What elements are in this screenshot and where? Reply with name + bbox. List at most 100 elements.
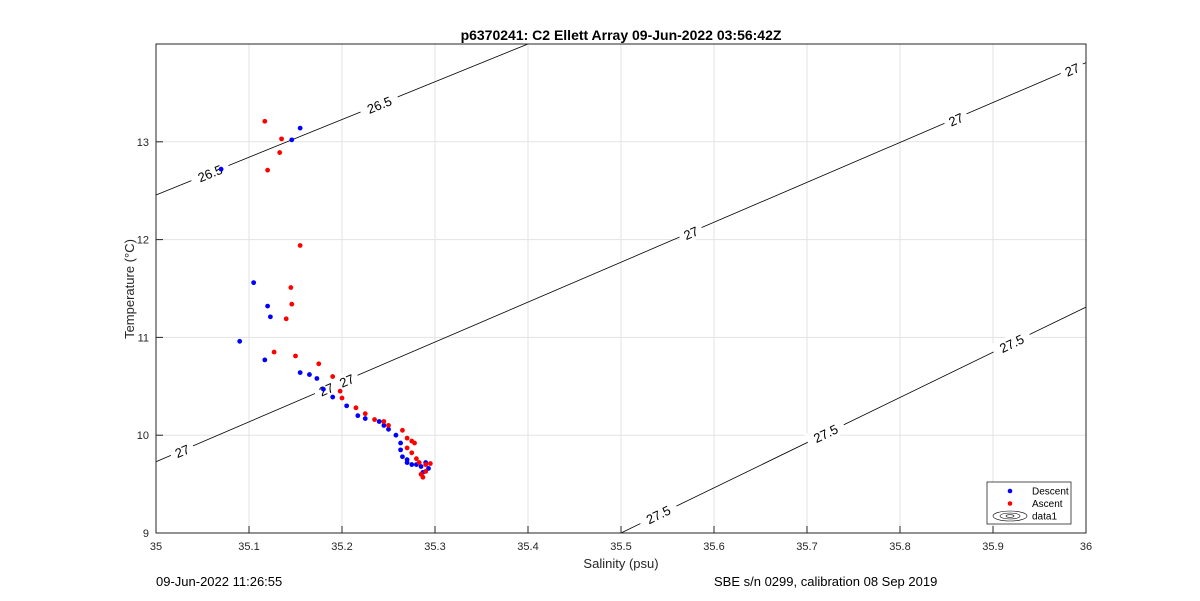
- descent-point: [386, 426, 391, 432]
- descent-point: [267, 314, 273, 320]
- ascent-point: [271, 349, 277, 355]
- descent-point: [297, 370, 303, 376]
- descent-point: [218, 166, 224, 172]
- ascent-point: [412, 440, 417, 446]
- contour-label: 27.5: [990, 327, 1034, 360]
- contour-label-background: [312, 377, 341, 402]
- ascent-point: [265, 167, 270, 173]
- ascent-point: [337, 388, 343, 394]
- descent-point: [398, 447, 403, 453]
- contour-legend-icon: [992, 510, 1028, 522]
- contour-label: 27: [676, 220, 705, 245]
- contour-label: 27: [941, 107, 970, 132]
- descent-point: [321, 386, 326, 392]
- ascent-point: [404, 435, 410, 441]
- descent-point: [404, 460, 410, 465]
- ascent-point: [293, 353, 298, 359]
- x-tick-label: 35.3: [424, 541, 445, 553]
- contour-label-background: [990, 327, 1034, 360]
- y-tick-label: 13: [137, 137, 149, 149]
- contour-label: 27.5: [636, 498, 680, 531]
- chart-title: p6370241: C2 Ellett Array 09-Jun-2022 03…: [461, 27, 782, 43]
- x-tick-label: 35: [150, 541, 162, 553]
- ascent-point: [283, 316, 289, 322]
- contour-label-background: [1057, 57, 1087, 82]
- contour-label-text: 27: [946, 110, 965, 129]
- contour-label-text: 27: [337, 371, 356, 390]
- x-tick-label: 35.9: [982, 541, 1003, 553]
- descent-point: [362, 416, 368, 421]
- y-tick-label: 9: [143, 528, 149, 540]
- ascent-point: [414, 456, 419, 462]
- contour-label-background: [804, 417, 848, 450]
- ascent-point: [386, 423, 391, 428]
- contour-label-background: [357, 89, 401, 120]
- ascent-point: [404, 445, 410, 451]
- calibration-note: SBE s/n 0299, calibration 08 Sep 2019: [714, 574, 938, 589]
- legend-descent-marker: [1007, 488, 1013, 494]
- x-tick-label: 35.2: [331, 541, 352, 553]
- contour-label-text: 27: [173, 442, 192, 461]
- ascent-point: [316, 361, 322, 367]
- ascent-point: [277, 150, 283, 155]
- descent-point: [393, 432, 399, 438]
- ascent-point: [330, 374, 336, 379]
- contour-line: [155, 62, 1087, 463]
- descent-point: [262, 357, 268, 363]
- descent-point: [355, 413, 361, 419]
- x-tick-label: 36: [1080, 541, 1092, 553]
- ascent-point: [427, 461, 433, 466]
- contour-label-text: 27: [1063, 60, 1082, 79]
- ascent-point: [289, 301, 295, 307]
- legend-data1-label: data1: [1032, 512, 1057, 523]
- contour-label-text: 26.5: [365, 93, 394, 116]
- contour-label-background: [167, 438, 197, 463]
- contour-label: 27: [312, 377, 341, 402]
- y-tick-label: 10: [137, 430, 149, 442]
- ascent-point: [381, 419, 387, 424]
- ascent-point: [372, 417, 377, 422]
- contour-label-background: [676, 220, 705, 245]
- plot-timestamp: 09-Jun-2022 11:26:55: [156, 574, 283, 589]
- descent-point: [314, 376, 320, 381]
- contour-label-background: [188, 158, 232, 189]
- descent-point: [398, 440, 403, 446]
- descent-point: [307, 372, 312, 377]
- legend-ascent-marker: [1007, 501, 1013, 506]
- contour-label-background: [636, 498, 680, 531]
- contour-label-background: [332, 368, 361, 393]
- x-tick-label: 35.7: [796, 541, 817, 553]
- contour-label-text: 27: [681, 223, 700, 242]
- ascent-point: [409, 450, 415, 456]
- descent-point: [237, 338, 243, 344]
- descent-point: [251, 280, 257, 286]
- x-tick-label: 35.1: [238, 541, 259, 553]
- descent-point: [381, 423, 387, 428]
- y-tick-label: 12: [137, 235, 149, 247]
- descent-point: [330, 394, 336, 400]
- x-axis-label: Salinity (psu): [583, 556, 658, 571]
- ascent-point: [279, 136, 284, 142]
- y-tick-label: 11: [138, 332, 149, 344]
- ascent-point: [362, 411, 368, 417]
- x-tick-label: 35.8: [889, 541, 910, 553]
- ascent-point: [400, 427, 405, 433]
- legend[interactable]: Descent Ascent data1: [986, 481, 1072, 525]
- ascent-point: [420, 474, 426, 480]
- ascent-point: [339, 395, 345, 401]
- descent-point: [289, 137, 295, 143]
- descent-point: [376, 419, 382, 424]
- data-points: [218, 118, 433, 480]
- contour-label-text: 26.5: [196, 162, 225, 185]
- descent-point: [297, 125, 303, 131]
- y-axis-label: Temperature (°C): [122, 239, 137, 339]
- ascent-point: [288, 285, 294, 290]
- descent-point: [265, 303, 270, 309]
- contour-label: 27: [167, 438, 197, 463]
- ascent-point: [353, 405, 359, 411]
- ascent-point: [297, 243, 303, 248]
- x-tick-label: 35.6: [703, 541, 724, 553]
- x-tick-label: 35.4: [517, 541, 538, 553]
